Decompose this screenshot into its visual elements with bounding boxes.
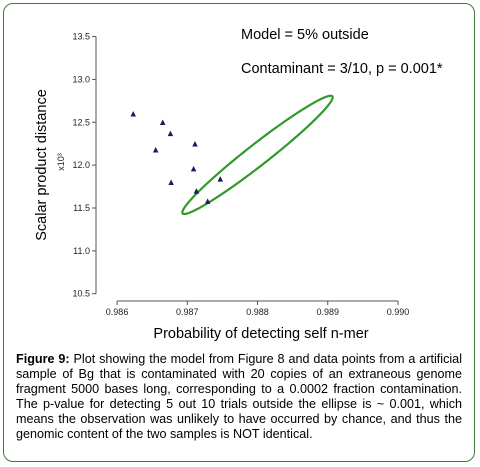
data-point-triangle bbox=[217, 176, 224, 182]
x-tick-label: 0.990 bbox=[387, 307, 410, 317]
data-point-triangle bbox=[159, 119, 166, 126]
annotation-model: Model = 5% outside bbox=[241, 27, 369, 43]
data-point-triangle bbox=[130, 110, 136, 117]
figure-caption: Figure 9: Plot showing the model from Fi… bbox=[16, 352, 462, 442]
y-tick-label: 11.0 bbox=[73, 246, 90, 256]
x-tick-label: 0.986 bbox=[106, 307, 129, 317]
y-axis-title: Scalar product distance bbox=[34, 89, 50, 241]
data-point-triangle bbox=[193, 188, 200, 194]
data-point-triangle bbox=[190, 165, 197, 172]
data-point-triangle bbox=[167, 130, 174, 137]
y-tick-label: 12.0 bbox=[72, 160, 90, 170]
figure-frame bbox=[3, 3, 475, 462]
x-tick-label: 0.987 bbox=[176, 307, 199, 317]
y-tick-label: 13.5 bbox=[72, 32, 90, 42]
x-tick-label: 0.988 bbox=[246, 307, 269, 317]
y-tick-label: 12.5 bbox=[72, 117, 90, 127]
data-point-triangle bbox=[204, 198, 211, 204]
points-layer bbox=[130, 110, 224, 204]
y-axis-multiplier: x10³ bbox=[56, 153, 66, 171]
y-tick-label: 10.5 bbox=[72, 289, 90, 299]
data-point-triangle bbox=[152, 146, 159, 153]
ellipse-layer bbox=[181, 94, 334, 216]
y-tick-label: 13.0 bbox=[72, 74, 90, 84]
y-tick-label: 11.5 bbox=[73, 203, 90, 213]
caption-text: Plot showing the model from Figure 8 and… bbox=[16, 352, 462, 441]
data-point-triangle bbox=[192, 140, 198, 147]
scatter-chart: 10.5 11.0 11.5 12.0 12.5 13.0 13.5 0.986 0.987 0.… bbox=[34, 27, 443, 342]
caption-label: Figure 9: bbox=[16, 352, 70, 366]
annotation-contaminant: Contaminant = 3/10, p = 0.001* bbox=[241, 61, 443, 77]
x-tick-label: 0.989 bbox=[316, 307, 339, 317]
x-axis-title: Probability of detecting self n-mer bbox=[153, 326, 368, 342]
tick-layer: 10.5 11.0 11.5 12.0 12.5 13.0 13.5 0.986 0.987 0.… bbox=[72, 32, 409, 317]
data-point-triangle bbox=[168, 179, 174, 186]
confidence-ellipse bbox=[181, 94, 334, 216]
